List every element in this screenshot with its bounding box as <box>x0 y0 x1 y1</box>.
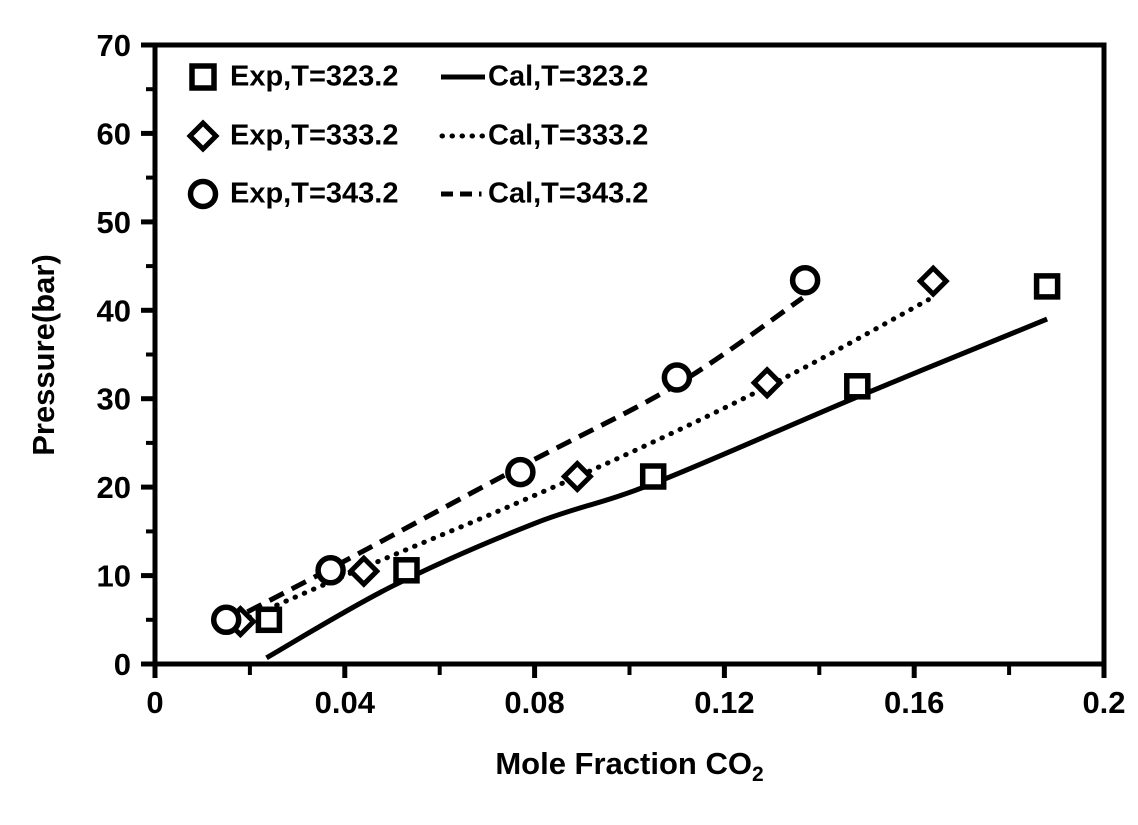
dotted-line-icon <box>439 130 487 142</box>
plot-frame <box>152 42 1107 667</box>
x-axis-title-main: Mole Fraction CO <box>495 746 752 781</box>
exp-point-circle <box>505 456 536 488</box>
y-tick-label: 70 <box>97 28 131 63</box>
x-tick-label: 0.08 <box>504 685 564 720</box>
dashed-line-icon <box>439 188 487 200</box>
legend-exp-label: Exp,T=333.2 <box>230 119 399 151</box>
y-tick-label: 0 <box>114 647 131 682</box>
exp-point-diamond <box>560 459 594 494</box>
legend-row-333: Exp,T=333.2 Cal,T=333.2 <box>186 106 686 165</box>
legend-row-323: Exp,T=323.2 Cal,T=323.2 <box>186 47 686 106</box>
y-tick-label: 40 <box>97 293 131 328</box>
legend-exp-label: Exp,T=323.2 <box>230 60 399 92</box>
exp-point-circle <box>789 264 821 296</box>
exp-point-square <box>844 373 871 400</box>
y-axis-title: Pressure(bar) <box>26 254 61 456</box>
exp-point-diamond <box>750 366 784 400</box>
legend-cal-label: Cal,T=333.2 <box>488 119 649 151</box>
legend-row-343: Exp,T=343.2 Cal,T=343.2 <box>186 164 686 223</box>
square-marker-icon <box>186 60 220 94</box>
exp-point-square <box>639 463 667 490</box>
exp-point-diamond <box>916 264 950 298</box>
exp-point-circle <box>661 362 693 393</box>
exp-point-circle <box>315 555 346 586</box>
exp-point-circle <box>210 604 242 636</box>
y-tick-label: 10 <box>97 559 131 594</box>
circle-marker-icon <box>186 177 220 211</box>
legend-exp-label: Exp,T=343.2 <box>230 177 399 209</box>
exp-point-square <box>393 557 420 584</box>
x-tick-label: 0.12 <box>694 685 754 720</box>
x-tick-label: 0 <box>146 685 163 720</box>
exp-point-square <box>255 606 283 634</box>
y-tick-label: 50 <box>97 205 131 240</box>
legend-cal-label: Cal,T=343.2 <box>488 177 649 209</box>
cal-line-solid-323.2 <box>265 316 1049 660</box>
x-axis-title-subscript: 2 <box>751 763 764 786</box>
y-tick-label: 30 <box>97 382 131 417</box>
exp-point-square <box>1033 273 1061 300</box>
x-axis-title: Mole Fraction CO2 <box>155 746 1104 787</box>
legend: Exp,T=323.2 Cal,T=323.2 Exp,T=333.2 Cal,… <box>186 47 686 225</box>
x-tick-label: 0.04 <box>315 685 376 720</box>
x-tick-label: 0.2 <box>1082 685 1125 720</box>
legend-cal-label: Cal,T=323.2 <box>488 60 649 92</box>
y-tick-label: 60 <box>97 116 131 151</box>
solid-line-icon <box>439 71 487 83</box>
y-tick-label: 20 <box>97 470 131 505</box>
diamond-marker-icon <box>186 118 220 153</box>
exp-point-diamond <box>347 554 381 588</box>
x-tick-label: 0.16 <box>884 685 944 720</box>
